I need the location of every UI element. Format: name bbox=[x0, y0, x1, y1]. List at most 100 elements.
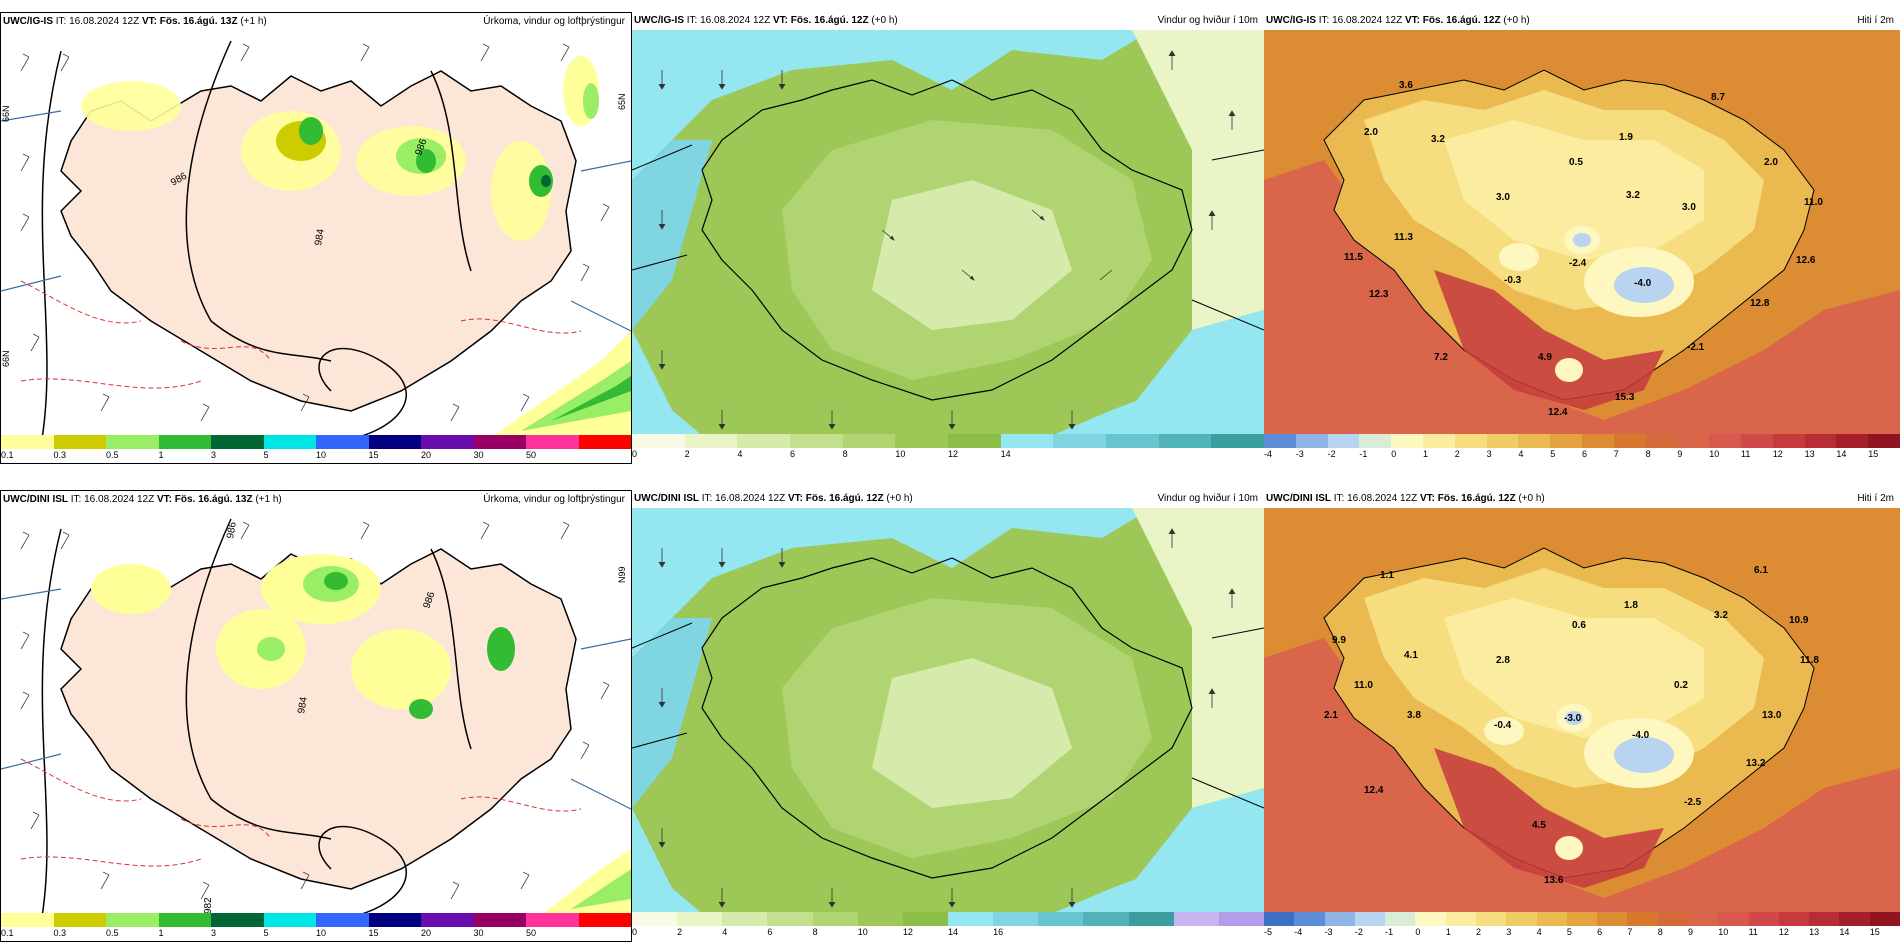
colorbar-swatch bbox=[1868, 434, 1900, 448]
colorbar-tick-label: 1 bbox=[1423, 449, 1429, 459]
colorbar-swatch bbox=[158, 435, 211, 449]
colorbar-swatch bbox=[1264, 434, 1296, 448]
temp-value: -0.4 bbox=[1494, 720, 1512, 731]
model-name: UWC/DINI ISL bbox=[3, 494, 68, 505]
colorbar-tick-label: 16 bbox=[993, 927, 1004, 937]
colorbar-swatch bbox=[1354, 912, 1386, 926]
colorbar-swatch bbox=[948, 434, 1001, 448]
panel-header: UWC/DINI ISL IT: 16.08.2024 12Z VT: Fös.… bbox=[1, 491, 631, 509]
lead-time: (+0 h) bbox=[1503, 15, 1530, 26]
iceland-coastline bbox=[60, 548, 577, 890]
colorbar-tick-label: 14 bbox=[1000, 449, 1011, 459]
colorbar-swatch bbox=[1597, 912, 1628, 926]
colorbar-swatch bbox=[1422, 434, 1455, 448]
temp-value: 11.0 bbox=[1354, 680, 1373, 691]
colorbar-swatch bbox=[1211, 434, 1264, 448]
colorbar-swatch bbox=[1718, 912, 1749, 926]
colorbar-swatch bbox=[842, 434, 896, 448]
colorbar-cells bbox=[632, 912, 1264, 926]
valid-time: VT: Fös. 16.ágú. 12Z bbox=[1404, 15, 1501, 26]
colorbar-tick-label: -3 bbox=[1324, 927, 1333, 937]
colorbar-tick-label: 1 bbox=[1445, 927, 1451, 937]
temp-value: 12.4 bbox=[1548, 407, 1568, 418]
wind-map[interactable] bbox=[632, 30, 1264, 444]
panel-header: UWC/IG-IS IT: 16.08.2024 12Z VT: Fös. 16… bbox=[1264, 12, 1900, 30]
temp-values: 1.1 6.1 1.8 3.2 10.9 9.9 0.6 4.1 2.8 11.… bbox=[1324, 565, 1819, 886]
lat-label: 65N bbox=[617, 93, 627, 110]
colorbar-swatch bbox=[1083, 912, 1129, 926]
colorbar-swatch bbox=[473, 435, 526, 449]
colorbar-tick-label: 7 bbox=[1627, 927, 1633, 937]
colorbar-tick-label: -4 bbox=[1294, 927, 1303, 937]
colorbar-tick-label: 6 bbox=[790, 449, 796, 459]
colorbar-swatch bbox=[368, 435, 421, 449]
temp-value: 2.1 bbox=[1324, 710, 1338, 721]
colorbar-swatch bbox=[993, 912, 1039, 926]
colorbar-tick-label: 0 bbox=[632, 927, 638, 937]
colorbar-tick-label: 10 bbox=[316, 450, 327, 460]
colorbar-tick-label: 12 bbox=[948, 449, 959, 459]
temp-value: 7.2 bbox=[1434, 352, 1448, 363]
temp-map[interactable]: 1.1 6.1 1.8 3.2 10.9 9.9 0.6 4.1 2.8 11.… bbox=[1264, 508, 1900, 922]
panel-temp-igis: UWC/IG-IS IT: 16.08.2024 12Z VT: Fös. 16… bbox=[1264, 12, 1900, 464]
colorbar-swatch bbox=[1518, 434, 1551, 448]
valid-time: VT: Fös. 16.ágú. 12Z bbox=[787, 493, 884, 504]
temp-value: 12.8 bbox=[1750, 298, 1770, 309]
temp-value: 9.9 bbox=[1332, 635, 1346, 646]
panel-wind-igis: UWC/IG-IS IT: 16.08.2024 12Z VT: Fös. 16… bbox=[632, 12, 1264, 464]
wind-map[interactable] bbox=[632, 508, 1264, 922]
colorbar-swatch bbox=[1218, 912, 1264, 926]
colorbar-swatch bbox=[1385, 912, 1416, 926]
valid-time: VT: Fös. 16.ágú. 12Z bbox=[772, 15, 869, 26]
colorbar-tick-label: 1 bbox=[158, 450, 164, 460]
colorbar-swatch bbox=[473, 913, 526, 927]
colorbar-swatch bbox=[526, 913, 579, 927]
temp-value: 2.8 bbox=[1496, 655, 1510, 666]
temp-value: -3.0 bbox=[1564, 713, 1582, 724]
temp-values: 3.6 2.0 3.2 8.7 1.9 0.5 2.0 3.0 3.2 3.0 … bbox=[1344, 80, 1823, 418]
colorbar-wind: 0 2 4 6 8 10 12 14 16 bbox=[632, 912, 1264, 937]
colorbar-tick-label: 5 bbox=[263, 928, 269, 938]
colorbar-swatch bbox=[263, 913, 316, 927]
temp-value: 11.8 bbox=[1800, 655, 1819, 666]
temp-value: 6.1 bbox=[1754, 565, 1768, 576]
colorbar-swatch bbox=[1391, 434, 1423, 448]
colorbar-swatch bbox=[106, 913, 159, 927]
colorbar-swatch bbox=[1173, 912, 1219, 926]
model-name: UWC/IG-IS bbox=[634, 15, 684, 26]
panel-title: Vindur og hviður í 10m bbox=[1157, 493, 1258, 504]
dashed-contours bbox=[20, 758, 582, 867]
model-name: UWC/IG-IS bbox=[3, 16, 53, 27]
init-time: IT: 16.08.2024 12Z bbox=[686, 15, 771, 26]
colorbar-tick-label: 3 bbox=[1506, 927, 1512, 937]
precip-map[interactable]: 986 986 982 984 N99 bbox=[1, 509, 631, 923]
temp-value: 3.8 bbox=[1407, 710, 1421, 721]
wind-arrows bbox=[658, 50, 1236, 430]
colorbar-swatch bbox=[1475, 912, 1507, 926]
colorbar-swatch bbox=[421, 435, 474, 449]
colorbar-swatch bbox=[737, 434, 791, 448]
colorbar-swatch bbox=[1778, 912, 1810, 926]
colorbar-swatch bbox=[1, 913, 54, 927]
temp-value: 3.0 bbox=[1496, 192, 1510, 203]
colorbar-swatch bbox=[526, 435, 579, 449]
temp-value: -0.3 bbox=[1504, 275, 1522, 286]
temp-value: 2.0 bbox=[1364, 127, 1378, 138]
colorbar-swatch bbox=[1657, 912, 1688, 926]
colorbar-tick-label: 0 bbox=[632, 449, 638, 459]
colorbar-swatch bbox=[1550, 434, 1582, 448]
colorbar-tick-label: 30 bbox=[473, 450, 484, 460]
colorbar-tick-label: 5 bbox=[1550, 449, 1556, 459]
colorbar-swatch bbox=[1294, 912, 1325, 926]
precip-map[interactable]: 986 986 982 984 66N 66N 65N bbox=[1, 31, 631, 445]
colorbar-tick-label: 0.1 bbox=[1, 928, 14, 938]
colorbar-swatch bbox=[1445, 912, 1476, 926]
colorbar-swatch bbox=[1454, 434, 1487, 448]
temp-value: 3.2 bbox=[1431, 134, 1445, 145]
colorbar-swatch bbox=[1506, 912, 1537, 926]
panel-header: UWC/DINI ISL IT: 16.08.2024 12Z VT: Fös.… bbox=[632, 490, 1264, 508]
colorbar-swatch bbox=[1106, 434, 1159, 448]
temp-map[interactable]: 3.6 2.0 3.2 8.7 1.9 0.5 2.0 3.0 3.2 3.0 … bbox=[1264, 30, 1900, 444]
isobars bbox=[40, 518, 472, 923]
colorbar-tick-label: 8 bbox=[842, 449, 848, 459]
